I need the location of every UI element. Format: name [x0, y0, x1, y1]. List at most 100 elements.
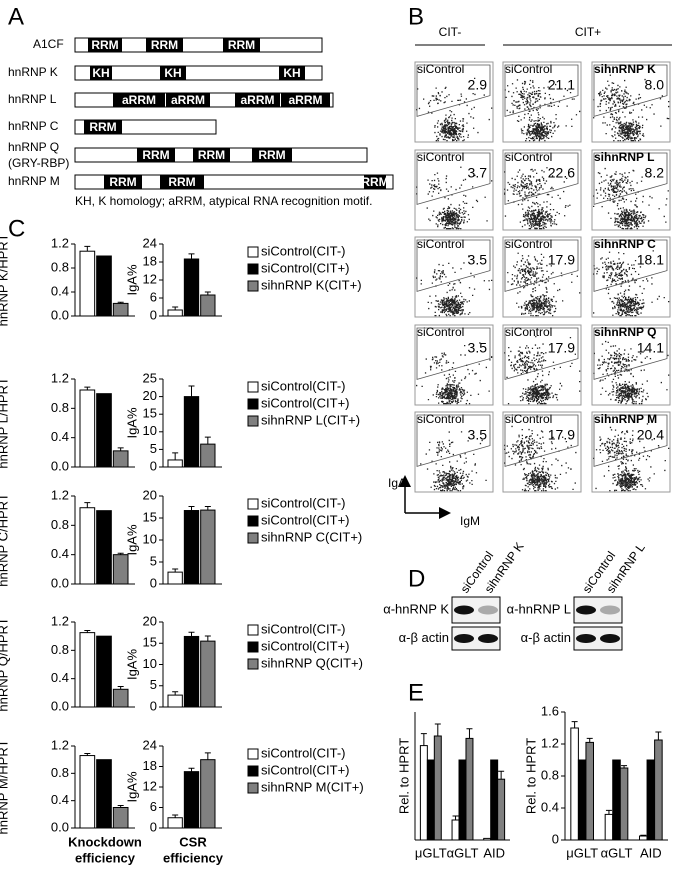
legend-label: sihnRNP L(CIT+): [261, 412, 360, 427]
domain-label: RRM: [361, 175, 388, 189]
y-tick-label: 0.0: [51, 575, 69, 590]
percent-label: 8.0: [645, 77, 665, 93]
panel-label: B: [408, 3, 424, 30]
bar: [167, 817, 183, 829]
percent-label: 3.5: [468, 340, 488, 356]
band: [478, 634, 498, 643]
domain-label: RRM: [198, 148, 225, 162]
bar: [200, 294, 216, 317]
gate: [593, 414, 668, 467]
y-tick-label: 0.4: [541, 799, 559, 814]
error-bar: [117, 804, 124, 808]
domain: [160, 66, 186, 80]
bar: [451, 819, 460, 841]
y-axis-label: hnRNP Q/HPRT: [0, 617, 10, 711]
bar: [200, 443, 216, 468]
bar: [183, 396, 200, 468]
legend-swatch: [247, 263, 259, 275]
domain-label: RRM: [168, 175, 195, 189]
cell-dots: [504, 167, 571, 230]
legend-label: sihnRNP C(CIT+): [261, 529, 362, 544]
protein-name: hnRNP C: [8, 119, 59, 133]
legend-swatch: [247, 748, 259, 760]
domain-label: RRM: [89, 120, 116, 134]
y-axis-label: IgA%: [124, 524, 139, 556]
percent-label: 3.5: [468, 252, 488, 268]
error-bar: [84, 245, 91, 252]
error-bar: [188, 385, 195, 397]
plot-frame: [414, 149, 494, 231]
y-tick-label: 0.4: [51, 792, 69, 807]
protein-name: hnRNP K: [8, 65, 58, 79]
sample-label: siControl: [417, 237, 464, 251]
y-axis-label: IgA%: [124, 407, 139, 439]
cell-dots: [593, 167, 669, 230]
error-bar: [204, 506, 211, 511]
error-bar: [188, 506, 195, 511]
domain: [252, 148, 292, 162]
percent-label: 14.1: [637, 340, 664, 356]
blot: [573, 626, 623, 651]
y-tick-label: 1.2: [51, 613, 69, 628]
domain-label: KH: [164, 66, 181, 80]
error-bar: [117, 301, 124, 304]
legend-label: siControl(CIT-): [261, 378, 346, 393]
error-bar: [452, 815, 459, 820]
bar: [646, 759, 656, 841]
gate: [416, 327, 491, 380]
protein-bar: [74, 37, 323, 53]
cell-dots: [416, 77, 493, 142]
panel-label: C: [8, 215, 25, 242]
bar: [426, 759, 435, 841]
y-tick-label: 6: [150, 799, 157, 814]
y-axis-label: hnRNP C/HPRT: [0, 493, 10, 586]
band: [454, 634, 474, 643]
legend-swatch: [247, 498, 259, 510]
legend-swatch: [247, 515, 259, 527]
domain: [235, 93, 280, 107]
y-tick-label: 5: [150, 441, 157, 456]
error-bar: [172, 814, 179, 818]
cell-dots: [507, 244, 581, 317]
y-tick-label: 0.8: [51, 259, 69, 274]
bar: [79, 507, 96, 585]
y-tick-label: 18: [143, 758, 157, 773]
y-tick-label: 0.4: [51, 283, 69, 298]
x-tick-label: μGLT: [566, 845, 598, 860]
domain: [137, 148, 175, 162]
legend-swatch: [247, 624, 259, 636]
domain-label: KH: [92, 66, 109, 80]
gate: [504, 414, 579, 467]
domain: [113, 93, 165, 107]
bar: [96, 510, 112, 585]
error-bar: [188, 767, 195, 772]
domain: [166, 93, 210, 107]
bar: [458, 759, 467, 841]
y-tick-label: 20: [143, 487, 157, 502]
column-header: CIT+: [575, 25, 601, 39]
error-bar: [605, 809, 612, 815]
bar: [619, 767, 629, 841]
protein-bar: [74, 174, 394, 190]
bar: [183, 510, 200, 585]
y-tick-label: 1.2: [51, 487, 69, 502]
legend-swatch: [247, 246, 259, 258]
y-tick-label: 0.0: [51, 819, 69, 834]
antibody-label: α-β actin: [399, 630, 449, 645]
legend-label: siControl(CIT+): [261, 512, 350, 527]
band: [600, 605, 620, 615]
error-bar: [204, 436, 211, 445]
legend-label: sihnRNP Q(CIT+): [261, 655, 363, 670]
cell-dots: [593, 423, 670, 492]
y-tick-label: 0.0: [51, 698, 69, 713]
domain: [364, 175, 386, 189]
y-tick-label: 0: [552, 831, 559, 846]
y-axis-label: IgA%: [124, 649, 139, 681]
legend-label: siControl(CIT-): [261, 745, 346, 760]
bar: [612, 759, 621, 841]
bar: [639, 835, 648, 841]
bar: [96, 759, 112, 829]
cell-dots: [504, 335, 581, 405]
band: [576, 605, 596, 615]
y-axis-label: IgA%: [124, 264, 139, 296]
